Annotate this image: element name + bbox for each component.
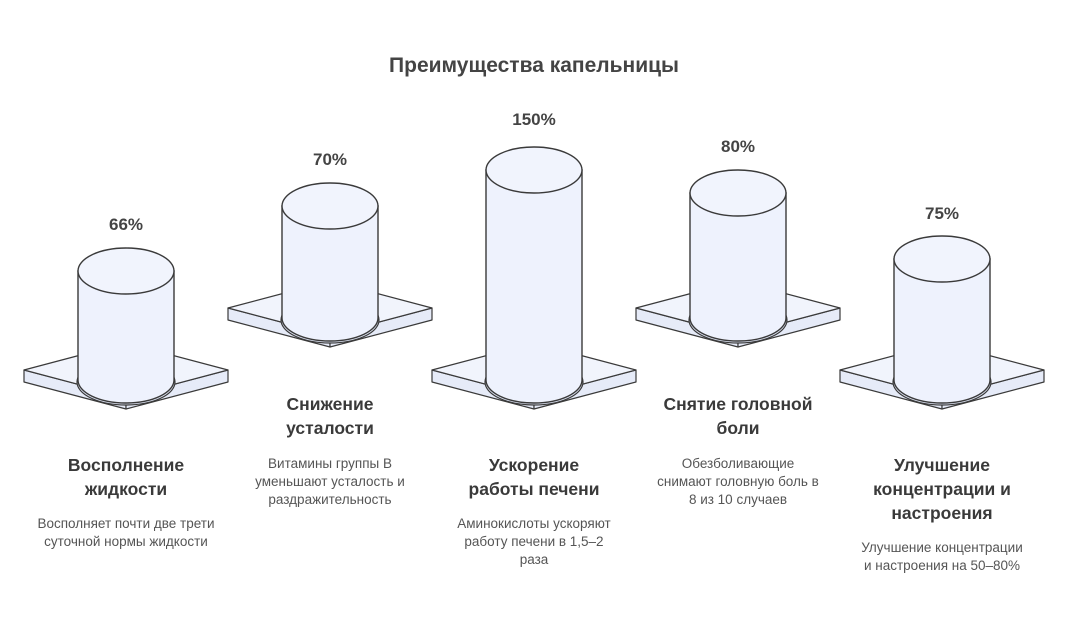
heading-1: Восполнение жидкости [67,455,185,499]
heading-5: Улучшение концентрации и настроения [873,455,1011,523]
cylinder-top-3 [485,146,583,194]
value-label-2: 70% [312,150,348,169]
cylinder-top-5 [893,235,991,283]
description-5: Улучшение концентрации и настроения на 5… [861,540,1023,573]
heading-2: Снижение усталости [286,394,374,438]
value-label-5: 75% [924,204,960,223]
value-label-3: 150% [512,110,556,129]
cylinder-body-5 [893,258,991,404]
heading-3: Ускорение работы печени [468,455,600,499]
description-4: Обезболивающие снимают головную боль в 8… [657,456,819,507]
heading-4: Снятие головной боли [663,394,813,438]
cylinder-body-4 [689,192,787,342]
page-title: Преимущества капельницы [389,54,679,77]
cylinder-top-1 [77,247,175,295]
description-3: Аминокислоты ускоряют работу печени в 1,… [457,516,611,567]
value-label-4: 80% [720,137,756,156]
cylinder-body-2 [281,205,379,342]
cylinder-body-1 [77,270,175,404]
value-label-1: 66% [108,215,144,234]
cylinder-top-4 [689,169,787,217]
description-2: Витамины группы B уменьшают усталость и … [255,456,405,507]
cylinder-top-2 [281,182,379,230]
cylinder-body-3 [485,169,583,404]
description-1: Восполняет почти две трети суточной норм… [37,516,215,549]
